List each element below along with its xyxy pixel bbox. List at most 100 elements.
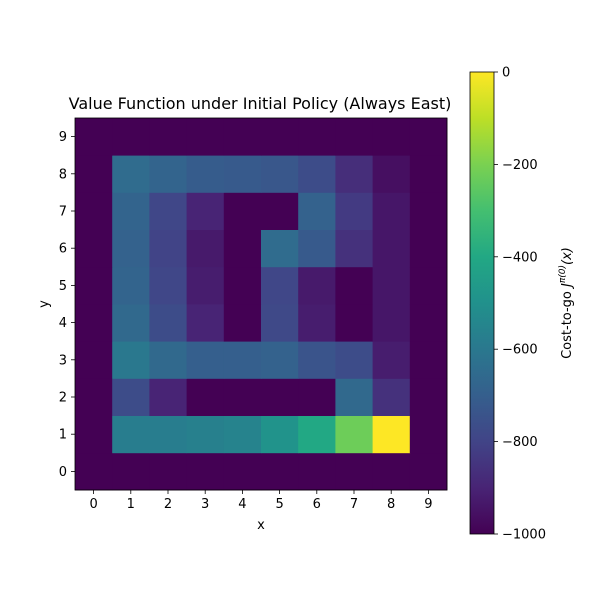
heatmap-cell <box>75 192 113 230</box>
y-tick-label: 1 <box>59 428 67 443</box>
y-axis-ticks: 0 1 2 3 4 5 6 7 8 9 <box>59 130 75 480</box>
heatmap-cell <box>186 118 225 156</box>
heatmap-cell <box>335 229 373 268</box>
heatmap-cell <box>112 378 150 416</box>
heatmap-cell <box>149 452 187 491</box>
x-tick-label: 6 <box>313 497 321 512</box>
heatmap-cell <box>112 341 150 379</box>
heatmap-cell <box>112 304 150 342</box>
colorbar-tick-label: −400 <box>502 250 538 265</box>
heatmap-cell <box>409 341 448 379</box>
heatmap-cell <box>112 415 150 454</box>
heatmap-cell <box>112 452 150 491</box>
colorbar-tick-label: 0 <box>502 66 510 81</box>
heatmap-cell <box>223 155 262 193</box>
heatmap-cell <box>186 341 225 379</box>
heatmap-cell <box>335 378 373 416</box>
heatmap-cell <box>75 229 113 268</box>
heatmap-cell <box>112 155 150 193</box>
plot-frame <box>74 117 448 491</box>
heatmap-cell <box>335 452 373 491</box>
heatmap-cell <box>75 155 113 193</box>
heatmap-cell <box>261 304 299 342</box>
heatmap-cell <box>223 266 262 305</box>
heatmap-cell <box>186 229 225 268</box>
heatmap-cell <box>335 118 373 156</box>
heatmap-cell <box>298 341 336 379</box>
heatmap-cell <box>372 452 411 491</box>
heatmap-cell <box>298 304 336 342</box>
x-tick-label: 8 <box>387 497 395 512</box>
heatmap-cell <box>149 415 187 454</box>
heatmap-cell <box>298 155 336 193</box>
heatmap-cell <box>75 118 113 156</box>
heatmap-cell <box>261 266 299 305</box>
heatmap-cell <box>149 304 187 342</box>
heatmap-cell <box>75 415 113 454</box>
heatmap-cell <box>372 229 411 268</box>
heatmap-cell <box>223 118 262 156</box>
heatmap-cells <box>75 118 448 491</box>
x-tick-label: 0 <box>89 497 97 512</box>
heatmap-cell <box>335 415 373 454</box>
heatmap-cell <box>112 118 150 156</box>
y-tick-label: 8 <box>59 167 67 182</box>
heatmap-cell <box>75 266 113 305</box>
colorbar-label-suffix: (x) <box>560 247 575 265</box>
heatmap-cell <box>149 229 187 268</box>
heatmap-cell <box>261 118 299 156</box>
heatmap-cell <box>75 341 113 379</box>
heatmap-cell <box>372 118 411 156</box>
heatmap-cell <box>223 415 262 454</box>
colorbar-tick-label: −200 <box>502 158 538 173</box>
colorbar <box>469 71 495 535</box>
heatmap-cell <box>186 415 225 454</box>
heatmap-cell <box>335 266 373 305</box>
heatmap-cell <box>223 341 262 379</box>
colorbar-label: Cost-to-go Jπ(0)(x) <box>558 247 575 359</box>
heatmap-cell <box>223 192 262 230</box>
heatmap-cell <box>261 229 299 268</box>
heatmap-cell <box>223 452 262 491</box>
heatmap-cell <box>372 155 411 193</box>
x-tick-label: 4 <box>238 497 246 512</box>
heatmap-cell <box>372 304 411 342</box>
heatmap-cell <box>186 452 225 491</box>
colorbar-tick-label: −800 <box>502 435 538 450</box>
heatmap-cell <box>261 155 299 193</box>
heatmap-cell <box>409 304 448 342</box>
heatmap-cell <box>409 452 448 491</box>
heatmap-cell <box>409 415 448 454</box>
heatmap-cell <box>186 378 225 416</box>
colorbar-tick-label: −600 <box>502 343 538 358</box>
heatmap-cell <box>298 378 336 416</box>
chart-title: Value Function under Initial Policy (Alw… <box>69 94 452 113</box>
heatmap-cell <box>223 378 262 416</box>
heatmap-cell <box>186 192 225 230</box>
heatmap-cell <box>75 452 113 491</box>
heatmap-cell <box>409 378 448 416</box>
heatmap-cell <box>298 266 336 305</box>
y-tick-label: 6 <box>59 242 67 257</box>
heatmap-cell <box>409 266 448 305</box>
heatmap-cell <box>409 118 448 156</box>
y-axis-label: y <box>37 300 52 308</box>
heatmap-cell <box>149 341 187 379</box>
heatmap-cell <box>261 192 299 230</box>
y-tick-label: 9 <box>59 130 67 145</box>
heatmap-cell <box>409 229 448 268</box>
heatmap-cell <box>112 266 150 305</box>
x-tick-label: 2 <box>164 497 172 512</box>
heatmap-cell <box>75 304 113 342</box>
colorbar-label-math: J <box>560 283 575 290</box>
heatmap-cell <box>112 229 150 268</box>
heatmap-cell <box>335 304 373 342</box>
heatmap-cell <box>298 452 336 491</box>
heatmap-cell <box>261 341 299 379</box>
heatmap-cell <box>335 155 373 193</box>
heatmap-cell <box>75 378 113 416</box>
heatmap-cell <box>372 415 411 454</box>
y-tick-label: 5 <box>59 279 67 294</box>
heatmap-cell <box>372 192 411 230</box>
